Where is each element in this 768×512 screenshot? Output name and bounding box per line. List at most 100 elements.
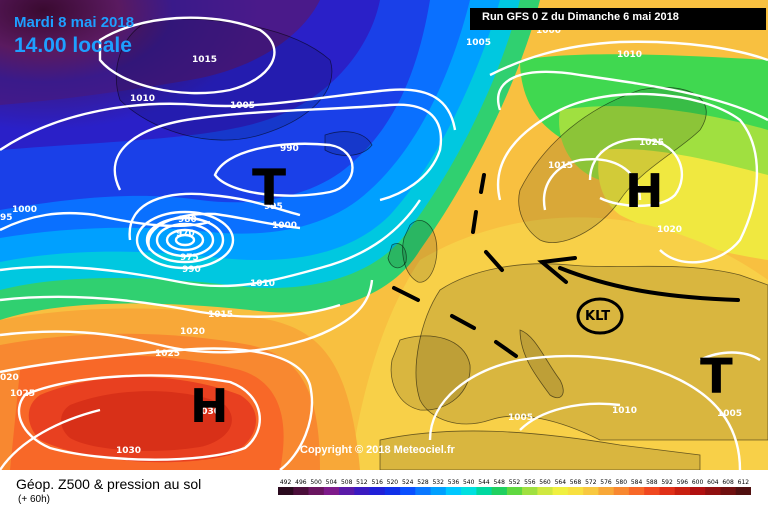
scale-swatch [400, 487, 416, 495]
scale-tick-label: 584 [631, 479, 643, 486]
isobar-label: 1005 [508, 413, 533, 423]
scale-swatch [369, 487, 386, 495]
scale-tick-label: 568 [570, 479, 582, 486]
isobar-label: 970 [176, 229, 195, 239]
scandinavia [518, 87, 707, 243]
trough-dash [484, 250, 504, 272]
scale-swatch [628, 487, 645, 495]
greenland [115, 18, 333, 141]
scale-swatch [491, 487, 508, 495]
scale-tick-label: 524 [402, 479, 414, 486]
scale-swatch [430, 487, 447, 495]
scale-swatch [339, 487, 355, 495]
isobar-label: 1005 [717, 409, 742, 419]
isobar-line [489, 40, 768, 77]
klt-circle [576, 297, 624, 335]
scale-swatch [583, 487, 599, 495]
weather-map: 1000 1005 1010 1010 1015 1005 990 995 10… [0, 0, 768, 470]
isobar-line [98, 16, 276, 95]
scale-swatch [567, 487, 584, 495]
scale-swatch [720, 487, 737, 495]
trough-dash [479, 173, 486, 194]
landmass [115, 18, 768, 470]
scale-swatch [476, 487, 493, 495]
isobar-label: 990 [182, 265, 201, 275]
iberia [390, 335, 471, 411]
isobar-line [0, 295, 341, 318]
isobar-line [213, 142, 354, 197]
isobar-label: 1025 [639, 138, 664, 148]
isobar-low-ring [155, 222, 215, 258]
scale-tick-label: 572 [585, 479, 597, 486]
scale-tick-label: 504 [326, 479, 338, 486]
high-pressure-label: H [625, 164, 664, 218]
scale-tick-label: 608 [722, 479, 734, 486]
high-pressure-label: H [190, 379, 229, 433]
scale-swatch [293, 487, 310, 495]
isobar-line [0, 211, 211, 232]
scale-swatch [384, 487, 401, 495]
scale-swatch [613, 487, 630, 495]
scale-tick-label: 612 [738, 479, 750, 486]
isobar-label: 1030 [116, 446, 141, 456]
isobar-line [497, 70, 768, 122]
flow-arrow-line [558, 266, 740, 302]
isobar-label: 1015 [192, 55, 217, 65]
trough-dash [471, 210, 478, 234]
trough-dash [450, 314, 476, 330]
italy [519, 329, 564, 399]
scale-swatch [323, 487, 340, 495]
isobar-label: 1025 [155, 349, 180, 359]
scale-tick-label: 600 [692, 479, 704, 486]
scale-tick-label: 548 [493, 479, 505, 486]
isobar-label: 1005 [230, 101, 255, 111]
scale-tick-label: 552 [509, 479, 521, 486]
scale-swatch [506, 487, 523, 495]
scale-swatch [659, 487, 676, 495]
scale-tick-label: 496 [295, 479, 307, 486]
british-isles [402, 220, 438, 283]
color-scale: 492 496 500 504 508 512 516 520 524 528 532 536 540 5… [278, 479, 751, 495]
isobar-label: 975 [180, 253, 199, 263]
scale-tick-label: 516 [371, 479, 383, 486]
low-pressure-label: T [252, 159, 286, 217]
legend-subtitle: (+ 60h) [18, 494, 50, 505]
isobar-label: 1000 [272, 221, 297, 231]
scale-tick-label: 564 [555, 479, 567, 486]
scale-swatch [690, 487, 706, 495]
isobar-label: 1020 [657, 225, 682, 235]
isobar-line [113, 103, 443, 202]
isobar-label: 1000 [12, 205, 37, 215]
isobar-label: 1015 [208, 310, 233, 320]
scale-tick-label: 604 [707, 479, 719, 486]
copyright: Copyright © 2018 Meteociel.fr [300, 444, 455, 456]
isobar-label: 995 [264, 202, 283, 212]
scale-swatch [598, 487, 615, 495]
scale-swatch [552, 487, 569, 495]
scale-tick-label: 492 [280, 479, 292, 486]
isobar-label: 1010 [130, 94, 155, 104]
scale-swatch [522, 487, 538, 495]
scale-tick-label: 528 [417, 479, 429, 486]
isobar-label: 1010 [617, 50, 642, 60]
scale-tick-label: 512 [356, 479, 368, 486]
scale-swatch [354, 487, 371, 495]
scale-tick-label: 556 [524, 479, 536, 486]
scale-swatch [461, 487, 477, 495]
north-africa [379, 430, 701, 470]
flow-arrow-head [537, 256, 577, 284]
isobar-low-ring [174, 233, 196, 247]
z500-band-deep-red [61, 391, 232, 451]
scale-tick-label: 580 [616, 479, 628, 486]
scale-swatch [735, 487, 751, 495]
scale-tick-label: 588 [646, 479, 658, 486]
isobar-line [0, 408, 101, 470]
scale-swatch [308, 487, 325, 495]
low-pressure-label: T [700, 349, 733, 405]
iceland [324, 131, 373, 156]
trough-dash [494, 340, 518, 358]
scale-tick-label: 560 [539, 479, 551, 486]
isobar-low-ring [145, 216, 225, 264]
isobar-label: 95 [0, 213, 13, 223]
isobar-low-ring [135, 210, 235, 270]
